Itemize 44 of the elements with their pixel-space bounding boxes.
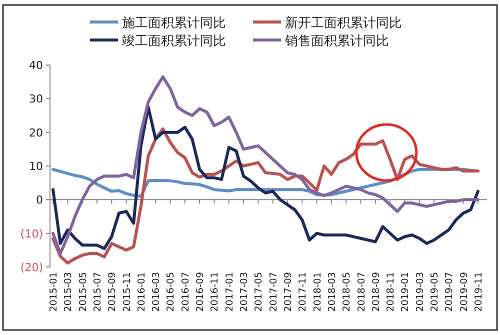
line-series xyxy=(52,127,480,264)
x-tick-label: 2018-09 xyxy=(370,272,382,312)
x-tick-label: 2015-01 xyxy=(48,272,60,312)
line-series xyxy=(52,106,480,250)
legend-label: 销售面积累计同比 xyxy=(284,34,389,49)
x-tick-label: 2017-01 xyxy=(224,272,236,312)
x-tick-label: 2019-07 xyxy=(444,272,456,312)
y-tick-label: (20) xyxy=(20,261,43,274)
x-tick-label: 2018-01 xyxy=(312,272,324,312)
legend-label: 新开工面积累计同比 xyxy=(285,16,402,31)
x-tick-label: 2016-03 xyxy=(151,272,162,312)
y-tick-label: 20 xyxy=(29,126,43,140)
x-tick-label: 2018-11 xyxy=(386,272,397,312)
y-tick-label: (10) xyxy=(20,227,43,240)
x-tick-label: 2017-05 xyxy=(254,272,265,312)
x-tick-label: 2015-07 xyxy=(92,272,104,312)
x-tick-label: 2015-09 xyxy=(107,272,118,312)
x-tick-label: 2017-07 xyxy=(268,272,280,312)
x-tick-label: 2019-01 xyxy=(400,272,412,312)
x-tick-label: 2019-05 xyxy=(430,272,441,312)
legend-label: 竣工面积累计同比 xyxy=(122,34,226,49)
x-tick-label: 2017-11 xyxy=(298,272,309,312)
x-tick-label: 2016-09 xyxy=(195,272,206,312)
x-tick-label: 2016-07 xyxy=(180,272,192,312)
x-tick-label: 2015-11 xyxy=(122,272,133,312)
x-tick-label: 2016-01 xyxy=(136,272,148,312)
x-tick-label: 2017-03 xyxy=(239,272,250,312)
x-tick-label: 2017-09 xyxy=(282,272,294,312)
x-tick-label: 2016-11 xyxy=(210,272,221,312)
x-tick-label: 2015-03 xyxy=(63,272,74,312)
x-tick-label: 2018-05 xyxy=(342,272,353,312)
y-tick-label: 40 xyxy=(29,59,43,72)
x-tick-label: 2019-09 xyxy=(458,272,470,312)
x-tick-label: 2018-07 xyxy=(356,272,368,312)
x-tick-label: 2018-03 xyxy=(326,272,338,312)
line-series xyxy=(52,75,480,256)
x-tick-label: 2019-03 xyxy=(414,272,426,312)
y-tick-label: 0 xyxy=(36,194,43,207)
y-tick-label: 10 xyxy=(29,160,43,173)
x-tick-label: 2016-05 xyxy=(166,272,177,312)
legend-label: 施工面积累计同比 xyxy=(122,16,226,31)
y-tick-label: 30 xyxy=(29,92,43,106)
x-tick-label: 2015-05 xyxy=(78,272,89,312)
x-tick-label: 2019-11 xyxy=(474,272,484,312)
